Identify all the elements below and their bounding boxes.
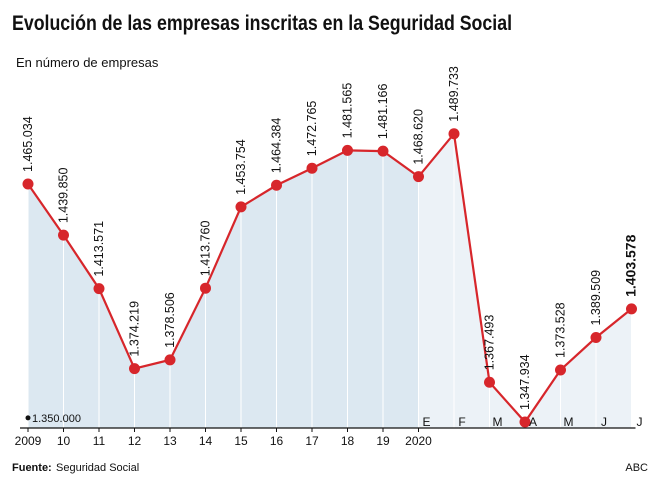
marker bbox=[519, 416, 531, 428]
marker bbox=[342, 144, 353, 156]
value-label: 1.468.620 bbox=[412, 109, 426, 165]
x-tick-label: 10 bbox=[57, 434, 71, 448]
marker bbox=[271, 179, 282, 191]
source-label: Fuente: bbox=[12, 462, 52, 474]
marker bbox=[377, 145, 389, 157]
marker bbox=[413, 171, 424, 183]
value-label: 1.453.754 bbox=[234, 139, 248, 195]
value-label: 1.413.760 bbox=[199, 221, 213, 277]
value-label: 1.465.034 bbox=[21, 116, 35, 172]
credit: ABC bbox=[625, 462, 648, 474]
area bbox=[28, 133, 632, 429]
y-tick-mark bbox=[25, 415, 31, 421]
y-tick-label: 1.350.000 bbox=[32, 413, 81, 425]
line bbox=[27, 131, 633, 424]
x-tick-label: 17 bbox=[305, 434, 319, 448]
marker bbox=[200, 282, 211, 294]
x-tick-label: 11 bbox=[93, 434, 106, 448]
marker bbox=[164, 354, 176, 366]
month-label: J bbox=[601, 415, 607, 429]
value-label: 1.481.565 bbox=[341, 83, 355, 139]
month-label: F bbox=[458, 415, 465, 429]
marker bbox=[484, 376, 495, 388]
x-tick-label: 12 bbox=[128, 434, 142, 448]
source: Seguridad Social bbox=[56, 462, 139, 474]
x-tick-label: 13 bbox=[163, 434, 177, 448]
month-label: E bbox=[422, 415, 430, 429]
month-label: A bbox=[529, 415, 537, 429]
marker bbox=[448, 128, 460, 140]
value-label: 1.347.934 bbox=[518, 354, 532, 410]
marker bbox=[555, 364, 566, 376]
x-tick-label: 15 bbox=[234, 434, 248, 448]
x-tick-label: 18 bbox=[341, 434, 355, 448]
value-label: 1.403.578 bbox=[623, 234, 639, 296]
marker bbox=[22, 178, 34, 190]
x-tick-label: 2009 bbox=[15, 434, 42, 448]
value-label: 1.464.384 bbox=[270, 118, 284, 174]
x-tick-label: 19 bbox=[376, 434, 390, 448]
month-label: M bbox=[493, 415, 503, 429]
value-label: 1.378.506 bbox=[163, 292, 177, 348]
value-label: 1.489.733 bbox=[447, 66, 461, 122]
marker bbox=[129, 363, 140, 375]
marker bbox=[590, 332, 602, 344]
chart-subtitle: En número de empresas bbox=[16, 55, 159, 70]
marker bbox=[58, 229, 69, 241]
value-label: 1.367.493 bbox=[483, 315, 497, 371]
value-label: 1.439.850 bbox=[57, 167, 71, 223]
value-label: 1.413.571 bbox=[92, 221, 106, 277]
value-label: 1.389.509 bbox=[589, 270, 603, 326]
chart-title: Evolución de las empresas inscritas en l… bbox=[12, 12, 512, 35]
value-label: 1.374.219 bbox=[128, 301, 142, 357]
x-tick-label: 16 bbox=[270, 434, 284, 448]
value-label: 1.373.528 bbox=[554, 302, 568, 358]
marker bbox=[93, 283, 105, 295]
month-label: M bbox=[564, 415, 574, 429]
x-tick-label: 2020 bbox=[405, 434, 432, 448]
marker bbox=[235, 201, 247, 213]
marker bbox=[306, 162, 318, 174]
marker bbox=[626, 303, 637, 315]
value-label: 1.472.765 bbox=[305, 101, 319, 157]
value-label: 1.481.166 bbox=[376, 83, 390, 139]
x-tick-label: 14 bbox=[199, 434, 213, 448]
month-label: J bbox=[637, 415, 643, 429]
